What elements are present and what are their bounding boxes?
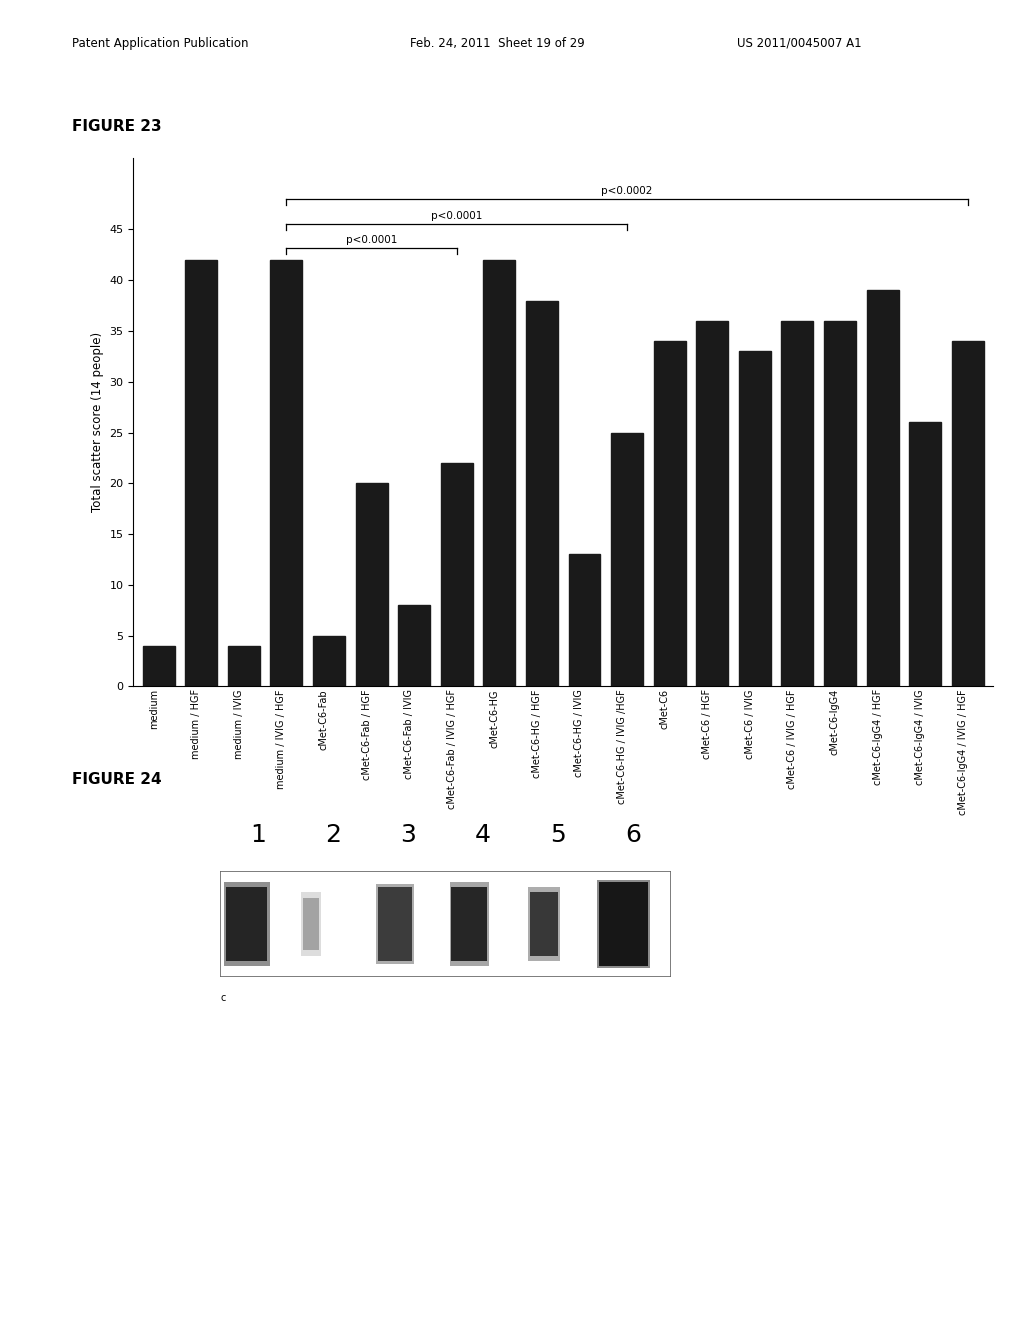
Bar [355, 483, 387, 686]
Bar [185, 260, 217, 686]
Text: FIGURE 23: FIGURE 23 [72, 119, 162, 133]
Bar [378, 887, 412, 961]
Bar [483, 260, 515, 686]
Bar [228, 645, 260, 686]
Text: 2: 2 [325, 822, 341, 847]
Bar [611, 433, 643, 686]
Text: US 2011/0045007 A1: US 2011/0045007 A1 [737, 37, 862, 50]
Bar [526, 301, 558, 686]
Bar [909, 422, 941, 686]
Text: Patent Application Publication: Patent Application Publication [72, 37, 248, 50]
Bar [450, 882, 489, 966]
Bar [301, 892, 321, 956]
Bar [528, 887, 559, 961]
Y-axis label: Total scatter score (14 people): Total scatter score (14 people) [91, 333, 103, 512]
Text: FIGURE 24: FIGURE 24 [72, 772, 162, 787]
Bar [866, 290, 898, 686]
Bar [824, 321, 856, 686]
Bar [653, 341, 686, 686]
Text: 1: 1 [250, 822, 265, 847]
Bar [270, 260, 302, 686]
Bar [226, 887, 267, 961]
Bar [440, 463, 473, 686]
Bar [142, 645, 175, 686]
Bar [452, 887, 487, 961]
Bar [377, 884, 414, 964]
Text: 4: 4 [475, 822, 490, 847]
Bar [529, 892, 558, 956]
Text: p<0.0002: p<0.0002 [601, 186, 652, 195]
Text: 5: 5 [550, 822, 566, 847]
Bar [696, 321, 728, 686]
Text: Feb. 24, 2011  Sheet 19 of 29: Feb. 24, 2011 Sheet 19 of 29 [410, 37, 585, 50]
Bar [599, 882, 648, 966]
Text: 3: 3 [400, 822, 416, 847]
Bar [568, 554, 600, 686]
Text: p<0.0001: p<0.0001 [431, 211, 482, 222]
Bar [303, 898, 319, 950]
Bar [781, 321, 813, 686]
Text: 6: 6 [626, 822, 641, 847]
Bar [597, 879, 649, 969]
Text: p<0.0001: p<0.0001 [346, 235, 397, 244]
Bar [951, 341, 984, 686]
Bar [313, 636, 345, 686]
Bar [224, 882, 270, 966]
Text: c: c [221, 993, 226, 1003]
Bar [398, 605, 430, 686]
Bar [739, 351, 771, 686]
